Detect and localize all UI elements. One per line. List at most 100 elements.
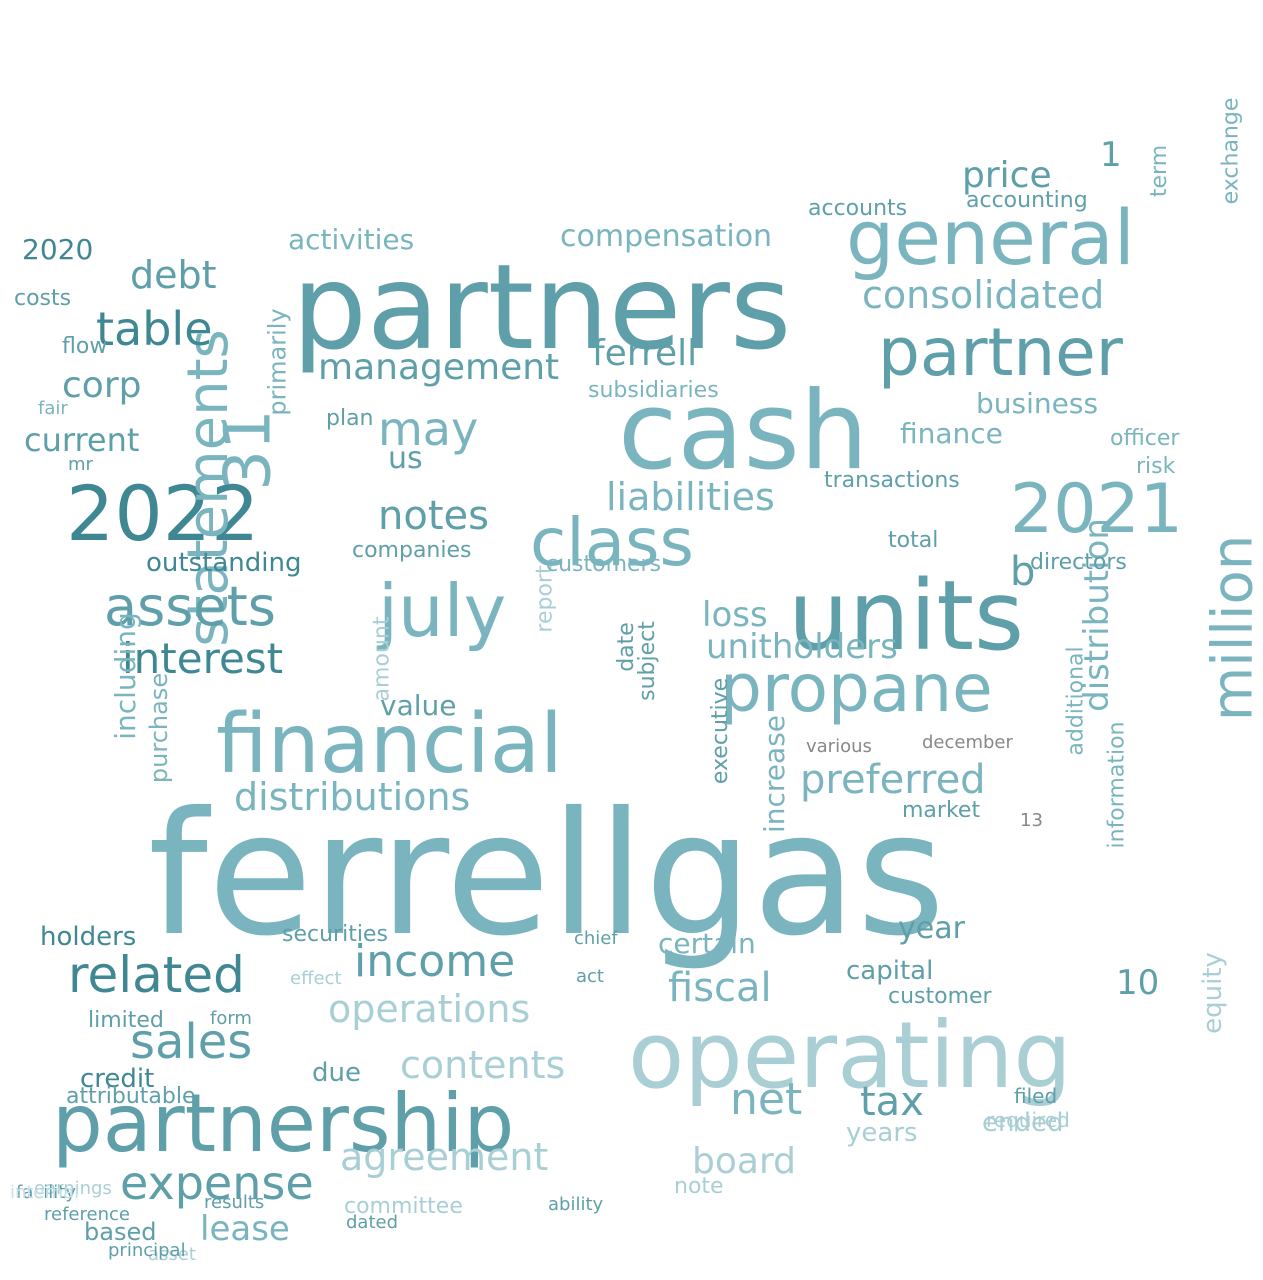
word-net: net [730,1074,803,1125]
word-activities: activities [288,223,415,256]
word-act: act [576,966,604,987]
word-flow: flow [62,334,108,359]
word-sales: sales [130,1014,253,1070]
word-management: management [318,347,560,388]
word-asset: asset [148,1244,196,1265]
word-fiscal: fiscal [668,965,772,1011]
word-10: 10 [1116,963,1160,1003]
word-directors: directors [1030,550,1127,575]
word-including: including [108,612,142,740]
word-due: due [312,1058,361,1088]
word-corp: corp [62,365,142,406]
word-financial: financial [216,697,563,792]
word-cash: cash [618,369,869,494]
word-market: market [902,798,981,823]
word-tax: tax [860,1079,924,1125]
word-reference: reference [44,1204,130,1225]
word-liabilities: liabilities [606,475,775,519]
word-various: various [806,736,872,757]
word-filed: filed [1014,1084,1058,1108]
word-agreement: agreement [340,1135,549,1179]
word-chief: chief [574,928,618,949]
word-preferred: preferred [800,757,986,803]
word-general: general [846,193,1135,282]
word-1: 1 [1100,135,1122,175]
word-ferrell: ferrell [592,333,698,374]
word-related: related [68,946,245,1004]
word-companies: companies [352,538,472,563]
word-years: years [846,1118,918,1148]
word-capital: capital [846,956,934,986]
word-transactions: transactions [824,468,960,493]
word-may: may [378,402,479,456]
word-accounts: accounts [808,196,908,221]
word-debt: debt [130,253,217,297]
word-dated: dated [346,1212,399,1233]
word-loss: loss [702,595,768,635]
word-costs: costs [14,286,72,311]
word-assets: assets [104,575,276,638]
word-ended: ended [982,1108,1064,1138]
word-year: year [898,911,965,946]
word-accounting: accounting [966,188,1088,213]
word-partnership: partnership [52,1077,515,1170]
word-operating: operating [628,1002,1072,1109]
word-july: july [378,569,507,653]
word-propane: propane [720,650,993,727]
word-price: price [962,155,1052,196]
word-expense: expense [120,1156,314,1210]
word-limited: limited [88,1008,164,1033]
word-equity: equity [1197,952,1228,1034]
word-risk: risk [1136,454,1176,479]
word-subsidiaries: subsidiaries [588,378,719,403]
word-partners: partners [292,238,792,376]
word-holders: holders [40,922,137,952]
word-2021: 2021 [1010,470,1184,549]
word-primarily: primarily [263,308,292,416]
word-officer: officer [1110,426,1180,451]
word-31: 31 [211,409,286,491]
word-required: required [986,1108,1070,1132]
word-fair: fair [38,398,68,419]
word-effect: effect [290,968,342,989]
word-value: value [380,689,457,722]
word-december: december [922,732,1013,753]
word-interest: interest [122,634,284,683]
word-customer: customer [888,984,992,1009]
word-13: 13 [1020,810,1043,831]
word-principal: principal [108,1240,186,1261]
word-form: form [210,1008,252,1029]
word-unitholders: unitholders [706,627,898,667]
word-lease: lease [200,1209,290,1249]
word-purchase: purchase [145,672,174,784]
word-consolidated: consolidated [862,273,1105,317]
word-outstanding: outstanding [146,548,302,578]
word-board: board [692,1141,796,1182]
word-mr: mr [68,454,93,475]
word-earnings: earnings [34,1178,112,1199]
word-ferrellgas: ferrellgas [148,776,946,974]
word-certain: certain [658,927,756,960]
word-additional: additional [1063,646,1089,756]
word-total: total [888,528,939,553]
word-us: us [388,441,423,476]
word-partner: partner [878,314,1123,391]
word-current: current [24,421,140,459]
word-business: business [976,387,1099,420]
word-facility: facility [16,1182,76,1203]
word-information: information [1104,721,1130,849]
word-results: results [204,1192,265,1213]
word-operations: operations [328,987,531,1031]
word-notes: notes [378,493,489,539]
word-contents: contents [400,1043,566,1087]
word-securities: securities [282,922,388,947]
word-2022: 2022 [66,469,260,558]
word-amount: amount [369,616,395,702]
word-plan: plan [326,406,374,431]
word-internal: internal [10,1182,80,1203]
word-attributable: attributable [66,1084,196,1109]
word-2020: 2020 [22,233,94,266]
word-credit: credit [80,1064,155,1094]
word-executive: executive [708,677,734,785]
word-subject: subject [634,621,660,701]
